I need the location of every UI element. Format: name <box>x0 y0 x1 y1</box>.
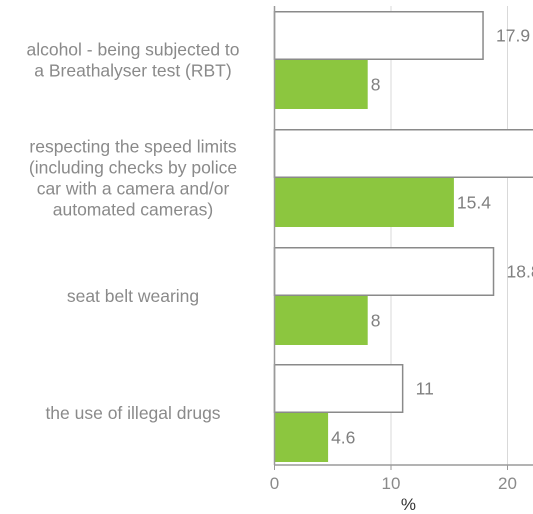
category-label-line: seat belt wearing <box>67 286 199 306</box>
bar-series-2-2 <box>274 296 368 345</box>
category-label-line: a Breathalyser test (RBT) <box>34 61 231 81</box>
data-label-series-2-3: 4.6 <box>331 428 355 448</box>
category-label-line: car with a camera and/or <box>37 179 230 199</box>
data-label-series-2-2: 8 <box>371 311 381 331</box>
bar-series-2-1 <box>274 178 454 227</box>
category-label-line: respecting the speed limits <box>29 137 236 157</box>
category-label-line: automated cameras) <box>53 200 214 220</box>
gridlines <box>390 6 508 465</box>
bar-series-2-3 <box>274 413 329 462</box>
category-label-line: alcohol - being subjected to <box>26 40 239 60</box>
data-label-series-1-2: 18.8 <box>507 262 533 282</box>
category-label-3: the use of illegal drugs <box>45 403 220 423</box>
bar-series-1-2 <box>273 247 495 296</box>
category-label-0: alcohol - being subjected to a Breathalys… <box>26 40 239 81</box>
data-label-series-1-3: 11 <box>416 379 434 399</box>
data-label-series-2-0: 8 <box>371 75 381 95</box>
category-label-1: respecting the speed limits (including ch… <box>29 137 237 220</box>
x-tick-label-20: 20 <box>498 474 517 493</box>
x-tick-label-0: 0 <box>270 474 279 493</box>
category-label-line: the use of illegal drugs <box>45 403 220 423</box>
category-label-2: seat belt wearing <box>67 286 199 306</box>
category-label-line: (including checks by police <box>29 158 237 178</box>
x-axis-title: % <box>401 495 416 514</box>
x-axis: 010203040% <box>270 6 533 514</box>
bars <box>273 11 533 462</box>
bar-series-1-1 <box>273 129 533 178</box>
bar-series-1-0 <box>273 11 484 60</box>
bar-series-1-3 <box>273 364 404 413</box>
bar-series-2-0 <box>274 60 368 109</box>
x-tick-label-10: 10 <box>382 474 401 493</box>
data-label-series-1-0: 17.9 <box>496 26 530 46</box>
data-label-series-2-1: 15.4 <box>457 193 491 213</box>
